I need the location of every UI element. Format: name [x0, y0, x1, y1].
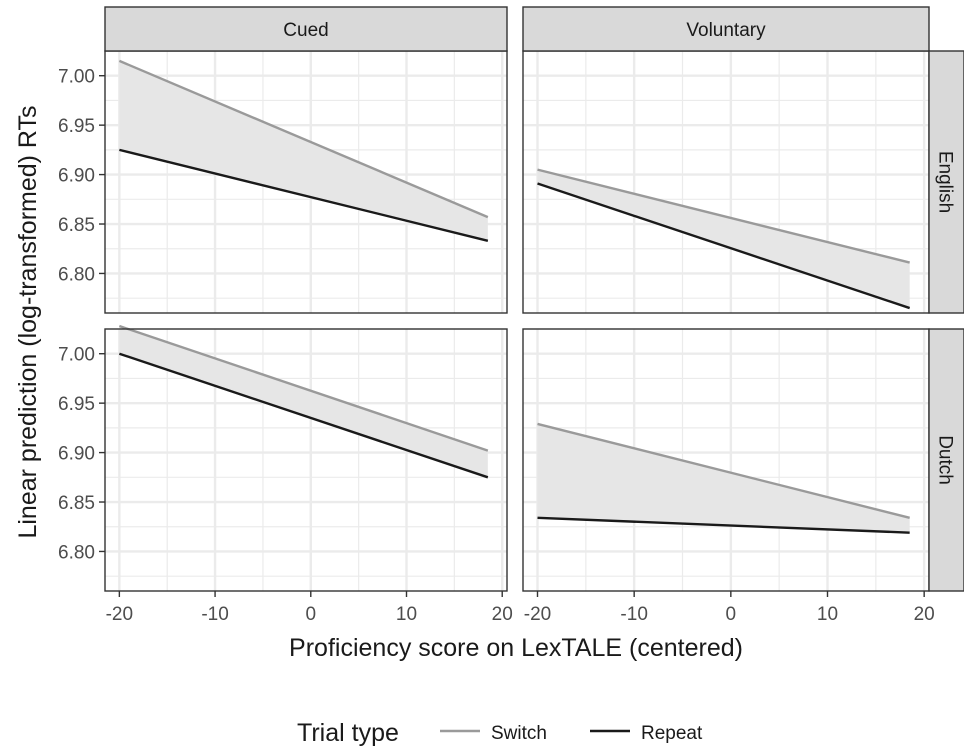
panels-layer: [104, 50, 930, 592]
y-tick-label: 6.90: [58, 166, 95, 187]
x-tick-label: -10: [620, 604, 647, 625]
strip-label: Voluntary: [686, 20, 766, 41]
x-axis-title: Proficiency score on LexTALE (centered): [289, 634, 743, 662]
strip-label: Cued: [283, 20, 328, 41]
column-strip-cued: Cued: [104, 6, 508, 52]
switch-cost-band: [119, 326, 488, 478]
y-tick-label: 6.95: [58, 116, 95, 137]
strip-box: [522, 6, 930, 52]
panel-voluntary-dutch: [522, 328, 930, 592]
column-strip-voluntary: Voluntary: [522, 6, 930, 52]
strip-label: Dutch: [935, 435, 956, 485]
y-tick-label: 6.85: [58, 493, 95, 514]
series-line-repeat: [537, 516, 910, 534]
y-tick-label: 6.80: [58, 542, 95, 563]
legend: Trial type Switch Repeat: [297, 719, 703, 747]
y-tick-label: 6.80: [58, 264, 95, 285]
switch-cost-band: [537, 169, 910, 309]
series-line-switch: [118, 59, 489, 219]
series-line-switch: [537, 422, 910, 520]
switch-cost-band: [119, 60, 488, 241]
legend-label-switch: Switch: [491, 723, 547, 744]
strip-box: [928, 328, 964, 592]
legend-title: Trial type: [297, 719, 399, 747]
panel-border: [104, 328, 508, 592]
y-tick-label: 7.00: [58, 67, 95, 88]
series-line-repeat: [119, 148, 489, 242]
series-line-switch: [537, 168, 910, 264]
panel-cued-english: [104, 50, 508, 314]
y-axis-title: Linear prediction (log-transformed) RTs: [14, 105, 42, 538]
x-tick-label: 20: [914, 604, 935, 625]
panel-voluntary-english: [522, 50, 930, 314]
x-tick-label: -20: [524, 604, 551, 625]
strips-layer: Cued Voluntary English Dutch: [104, 6, 964, 592]
y-tick-label: 6.90: [58, 444, 95, 465]
switch-cost-band: [537, 423, 910, 533]
y-tick-label: 7.00: [58, 345, 95, 366]
x-tick-label: 0: [726, 604, 737, 625]
x-tick-label: -10: [201, 604, 228, 625]
row-strip-dutch: Dutch: [928, 328, 964, 592]
x-tick-label: -20: [106, 604, 133, 625]
series-line-repeat: [118, 352, 489, 479]
strip-label: English: [935, 151, 956, 213]
axes-layer: 6.80 6.85 6.90 6.95 7.00 6.80 6.85 6.90 6.95 7.00…: [58, 67, 935, 625]
panel-cued-dutch: [104, 324, 508, 592]
y-tick-label: 6.95: [58, 394, 95, 415]
x-tick-label: 0: [305, 604, 316, 625]
x-tick-label: 10: [817, 604, 838, 625]
y-tick-label: 6.85: [58, 215, 95, 236]
series-line-repeat: [537, 182, 911, 310]
strip-box: [928, 50, 964, 314]
series-line-switch: [118, 324, 489, 452]
x-tick-label: 20: [492, 604, 513, 625]
strip-box: [104, 6, 508, 52]
x-tick-label: 10: [396, 604, 417, 625]
legend-label-repeat: Repeat: [641, 723, 703, 744]
row-strip-english: English: [928, 50, 964, 314]
